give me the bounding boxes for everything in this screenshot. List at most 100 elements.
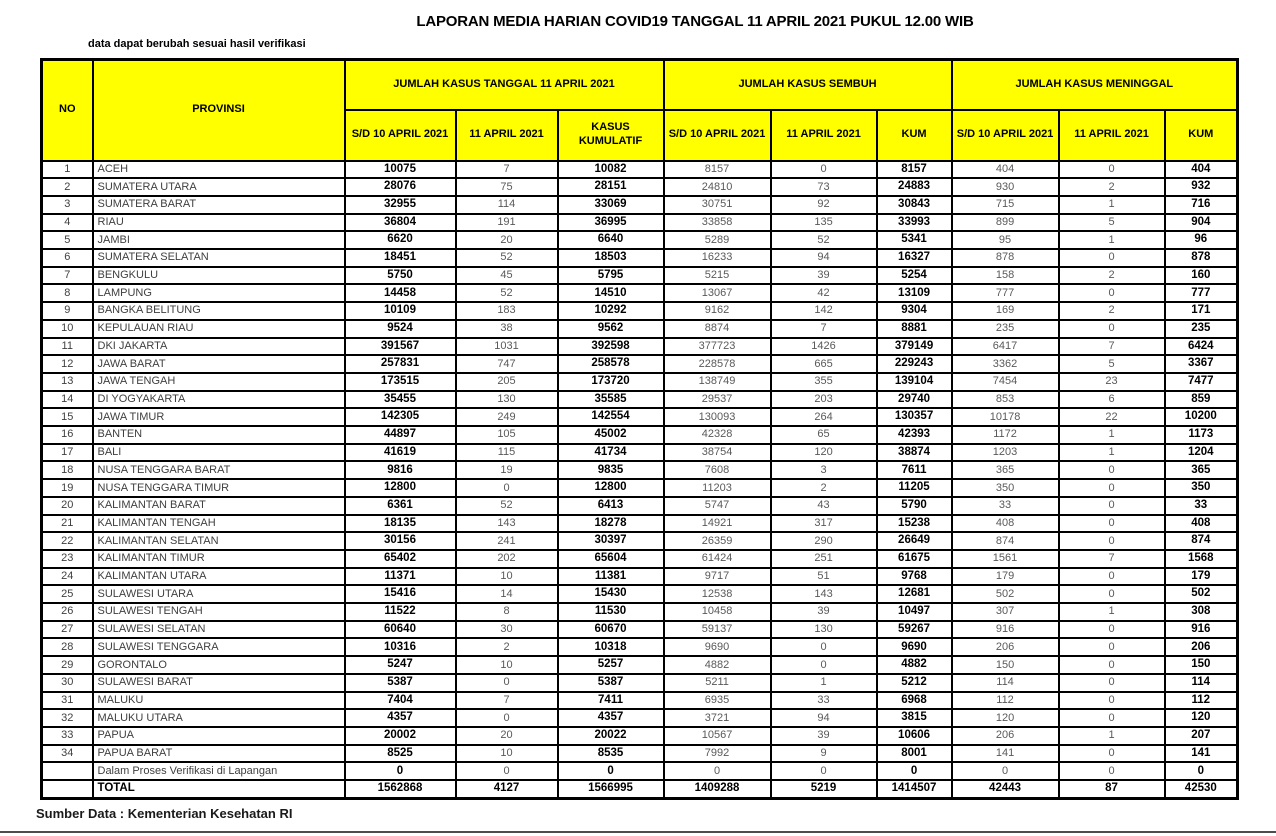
value-cell: 191 [454, 212, 559, 233]
value-cell: 5387 [556, 672, 665, 693]
province-cell: KALIMANTAN SELATAN [91, 531, 346, 551]
table-row: 1 ACEH 10075 7 10082 8157 0 8157 404 0 404 [40, 159, 1239, 180]
value-cell: 0 [769, 761, 878, 782]
value-cell: 1203 [950, 442, 1060, 463]
table-row: 25 SULAWESI UTARA 15416 14 15430 12538 143 1268… [40, 584, 1239, 605]
value-cell: 42443 [950, 779, 1060, 800]
subcol-sembuh-harian: 11 APRIL 2021 [769, 108, 878, 162]
subcol-meninggal-kum: KUM [1163, 108, 1239, 162]
value-cell: 7404 [343, 690, 457, 711]
value-cell: 377723 [662, 336, 772, 357]
table-row: 9 BANGKA BELITUNG 10109 183 10292 9162 142 9304… [40, 301, 1239, 321]
value-cell: 747 [454, 354, 559, 374]
value-cell: 130 [454, 389, 559, 410]
value-cell: 10458 [662, 602, 772, 622]
province-cell: MALUKU UTARA [91, 708, 346, 728]
value-cell: 1031 [454, 336, 559, 357]
value-cell: 114 [454, 194, 559, 215]
value-cell: 11371 [343, 566, 457, 587]
row-number-cell: 24 [40, 566, 94, 587]
value-cell: 930 [950, 177, 1060, 197]
subcol-kasus-sd: S/D 10 APRIL 2021 [343, 108, 457, 162]
value-cell: 112 [1163, 690, 1239, 711]
value-cell: 0 [1057, 584, 1166, 605]
table-row: 18 NUSA TENGGARA BARAT 9816 19 9835 7608 3 7611… [40, 460, 1239, 481]
value-cell: 7 [1057, 336, 1166, 357]
value-cell: 257831 [343, 354, 457, 374]
value-cell: 0 [1057, 743, 1166, 764]
value-cell: 10178 [950, 407, 1060, 428]
value-cell: 65604 [556, 548, 665, 569]
value-cell: 0 [1057, 159, 1166, 180]
value-cell: 173515 [343, 371, 457, 392]
value-cell: 33069 [556, 194, 665, 215]
value-cell: 60640 [343, 619, 457, 640]
value-cell: 5211 [662, 672, 772, 693]
value-cell: 5247 [343, 655, 457, 675]
value-cell: 2 [1057, 265, 1166, 286]
table-row: 2 SUMATERA UTARA 28076 75 28151 24810 73 24883 9… [40, 177, 1239, 197]
value-cell: 11530 [556, 602, 665, 622]
value-cell: 379149 [875, 336, 953, 357]
verification-note: data dapat berubah sesuai hasil verifika… [88, 38, 306, 50]
value-cell: 0 [454, 761, 559, 782]
value-cell: 6935 [662, 690, 772, 711]
province-cell: SULAWESI BARAT [91, 672, 346, 693]
value-cell: 1409288 [662, 779, 772, 800]
value-cell: 5387 [343, 672, 457, 693]
value-cell: 150 [950, 655, 1060, 675]
value-cell: 52 [769, 230, 878, 250]
row-number-cell: 34 [40, 743, 94, 764]
province-cell: TOTAL [91, 779, 346, 800]
value-cell: 23 [1057, 371, 1166, 392]
value-cell: 52 [454, 495, 559, 516]
value-cell: 10567 [662, 726, 772, 746]
value-cell: 15238 [875, 513, 953, 534]
row-number-cell: 21 [40, 513, 94, 534]
value-cell: 0 [1057, 637, 1166, 658]
row-number-cell: 17 [40, 442, 94, 463]
value-cell: 8157 [662, 159, 772, 180]
subcol-meninggal-sd: S/D 10 APRIL 2021 [950, 108, 1060, 162]
value-cell: 9717 [662, 566, 772, 587]
value-cell: 39 [769, 265, 878, 286]
value-cell: 350 [1163, 478, 1239, 498]
value-cell: 115 [454, 442, 559, 463]
table-row: 8 LAMPUNG 14458 52 14510 13067 42 13109 777 0 777 [40, 283, 1239, 304]
row-number-cell: 23 [40, 548, 94, 569]
province-cell: SUMATERA UTARA [91, 177, 346, 197]
value-cell: 33 [950, 495, 1060, 516]
value-cell: 94 [769, 248, 878, 268]
table-row: 6 SUMATERA SELATAN 18451 52 18503 16233 94 1632… [40, 248, 1239, 268]
value-cell: 4882 [875, 655, 953, 675]
value-cell: 10 [454, 743, 559, 764]
table-row: 12 JAWA BARAT 257831 747 258578 228578 665 2292… [40, 354, 1239, 374]
value-cell: 0 [1057, 318, 1166, 339]
value-cell: 51 [769, 566, 878, 587]
row-number-cell [40, 779, 94, 800]
value-cell: 0 [769, 159, 878, 180]
value-cell: 365 [1163, 460, 1239, 481]
value-cell: 61675 [875, 548, 953, 569]
value-cell: 32955 [343, 194, 457, 215]
value-cell: 10497 [875, 602, 953, 622]
value-cell: 5289 [662, 230, 772, 250]
value-cell: 30156 [343, 531, 457, 551]
value-cell: 9690 [662, 637, 772, 658]
value-cell: 35455 [343, 389, 457, 410]
value-cell: 207 [1163, 726, 1239, 746]
value-cell: 853 [950, 389, 1060, 410]
province-cell: SUMATERA BARAT [91, 194, 346, 215]
province-cell: SULAWESI TENGGARA [91, 637, 346, 658]
value-cell: 0 [1057, 655, 1166, 675]
province-cell: GORONTALO [91, 655, 346, 675]
value-cell: 0 [1057, 531, 1166, 551]
value-cell: 241 [454, 531, 559, 551]
value-cell: 10318 [556, 637, 665, 658]
value-cell: 0 [556, 761, 665, 782]
table-row: 32 MALUKU UTARA 4357 0 4357 3721 94 3815 120 0 120 [40, 708, 1239, 728]
value-cell: 5257 [556, 655, 665, 675]
value-cell: 130357 [875, 407, 953, 428]
table-row: 11 DKI JAKARTA 391567 1031 392598 377723 1426 3… [40, 336, 1239, 357]
value-cell: 1414507 [875, 779, 953, 800]
